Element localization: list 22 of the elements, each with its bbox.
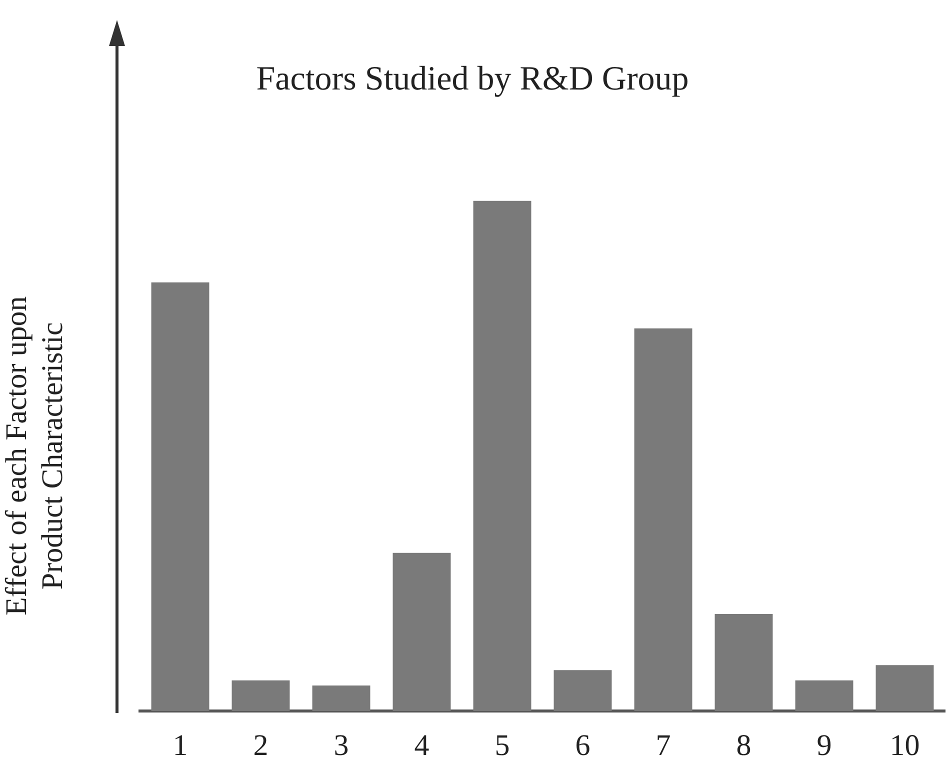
x-tick-label: 8 [736,728,752,762]
x-tick-label: 10 [890,728,920,762]
chart-title: Factors Studied by R&D Group [256,60,689,98]
bar [714,614,773,711]
bar [392,552,451,711]
bar [473,200,532,711]
y-axis-title: Effect of each Factor upon Product Characteristic [0,296,69,616]
x-tick-label: 9 [816,728,832,762]
bar [554,670,612,711]
x-tick-label: 2 [253,728,268,762]
bar [795,680,854,711]
bar [312,685,370,711]
x-tick-label: 5 [494,728,510,762]
x-tick-label: 6 [575,728,590,762]
x-tick-label: 7 [656,728,671,762]
bar [876,665,934,711]
x-tick-label: 4 [414,728,430,762]
x-tick-label: 1 [172,728,188,762]
bar [232,680,290,711]
bar [634,328,692,711]
x-tick-label: 3 [334,728,349,762]
bar [151,282,210,711]
